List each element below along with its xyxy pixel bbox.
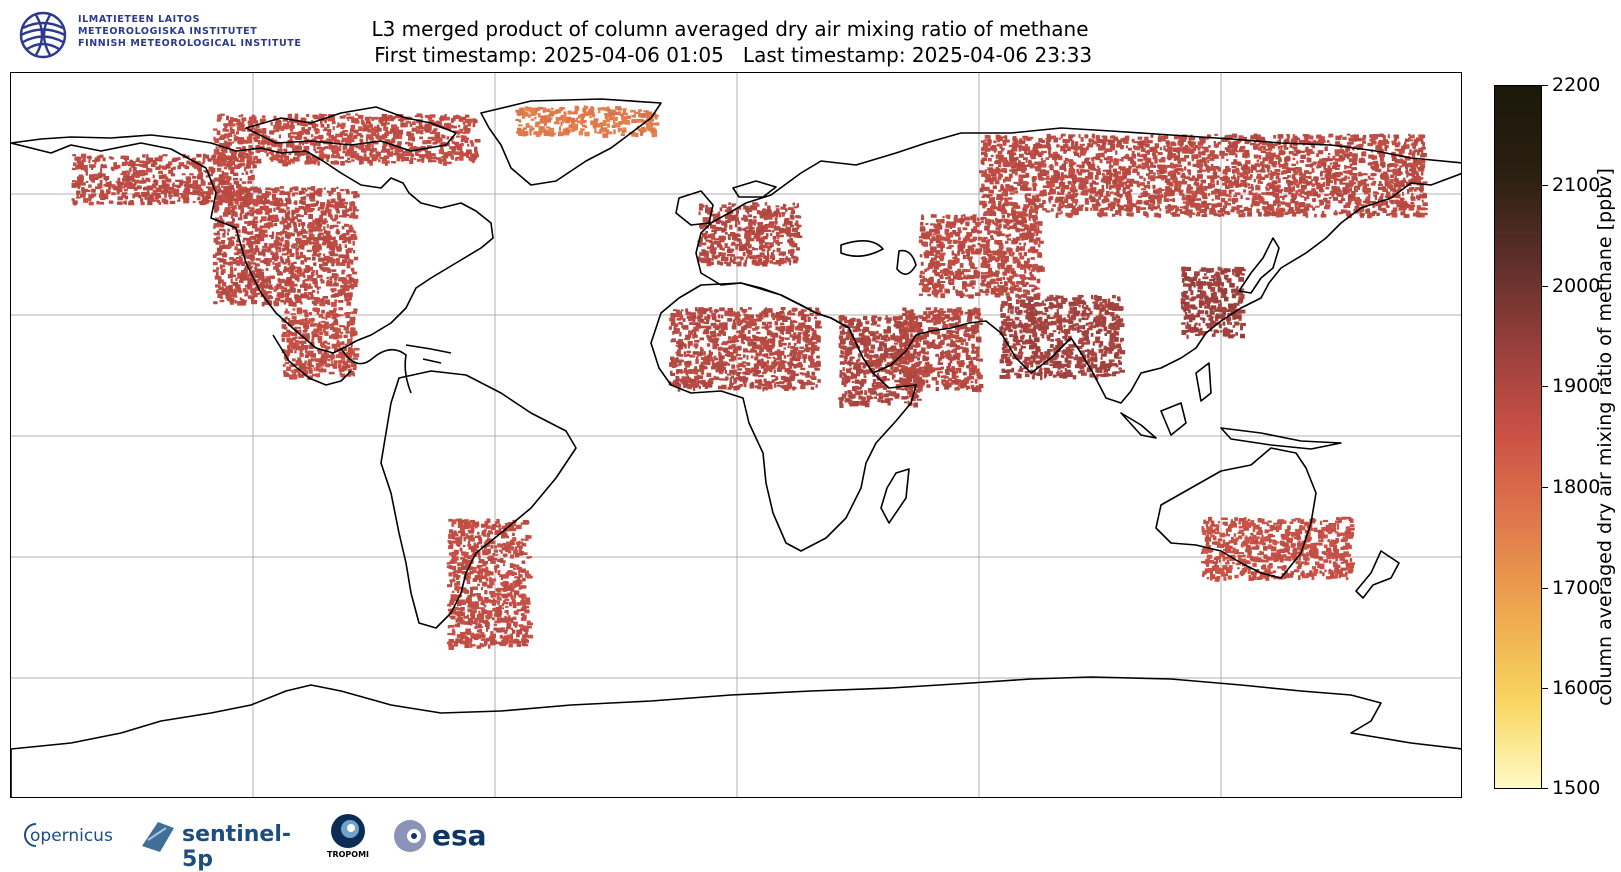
tropomi-text: TROPOMI bbox=[326, 850, 370, 859]
map-title: L3 merged product of column averaged dry… bbox=[300, 16, 1160, 68]
title-line-product: L3 merged product of column averaged dry… bbox=[300, 16, 1160, 42]
observation-patch bbox=[697, 202, 802, 266]
fmi-emblem-icon bbox=[18, 10, 68, 60]
observation-patch bbox=[213, 186, 360, 307]
colorbar-label: column averaged dry air mixing ratio of … bbox=[1594, 168, 1616, 706]
world-map bbox=[10, 72, 1462, 798]
copernicus-text: opernicus bbox=[30, 826, 113, 846]
partner-logos: opernicus sentinel-5p TROPOMI esa bbox=[20, 812, 500, 862]
esa-logo: esa bbox=[392, 812, 502, 858]
coastline-caribbean bbox=[406, 345, 451, 363]
coastline-japan bbox=[1239, 238, 1279, 293]
coastline-black-caspian bbox=[841, 241, 916, 274]
observation-patch bbox=[515, 105, 659, 138]
coastline-iceland bbox=[733, 181, 776, 197]
observation-patch bbox=[1201, 517, 1355, 582]
colorbar bbox=[1494, 85, 1542, 789]
fmi-name-finnish: ILMATIETEEN LAITOS bbox=[78, 14, 301, 26]
coastline-south-america bbox=[381, 371, 576, 628]
title-line-timestamps: First timestamp: 2025-04-06 01:05 Last t… bbox=[300, 42, 1160, 68]
coastline-madagascar bbox=[881, 469, 909, 523]
sentinel-5p-logo: sentinel-5p bbox=[138, 812, 313, 858]
fmi-name: ILMATIETEEN LAITOS METEOROLOGISKA INSTIT… bbox=[78, 14, 301, 50]
coastline-new-zealand bbox=[1356, 551, 1399, 598]
observation-patch bbox=[919, 214, 1045, 299]
observation-patch bbox=[281, 307, 359, 380]
map-canvas bbox=[11, 73, 1462, 798]
observation-patch bbox=[979, 134, 1428, 219]
copernicus-logo: opernicus bbox=[20, 812, 130, 858]
esa-text: esa bbox=[432, 819, 487, 852]
sentinel-satellite-icon bbox=[138, 816, 178, 856]
fmi-name-swedish: METEOROLOGISKA INSTITUTET bbox=[78, 26, 301, 38]
tropomi-logo: TROPOMI bbox=[326, 812, 376, 858]
fmi-logo: ILMATIETEEN LAITOS METEOROLOGISKA INSTIT… bbox=[18, 8, 308, 60]
observation-patch bbox=[999, 295, 1125, 380]
tropomi-eye-icon bbox=[326, 812, 370, 852]
observation-patch bbox=[447, 518, 533, 649]
coastline-australia bbox=[1156, 448, 1316, 578]
observation-patch bbox=[669, 307, 822, 392]
esa-emblem-icon bbox=[392, 818, 432, 858]
sentinel-text: sentinel-5p bbox=[182, 822, 313, 872]
methane-observations bbox=[72, 105, 1428, 650]
fmi-name-english: FINNISH METEOROLOGICAL INSTITUTE bbox=[78, 38, 301, 50]
